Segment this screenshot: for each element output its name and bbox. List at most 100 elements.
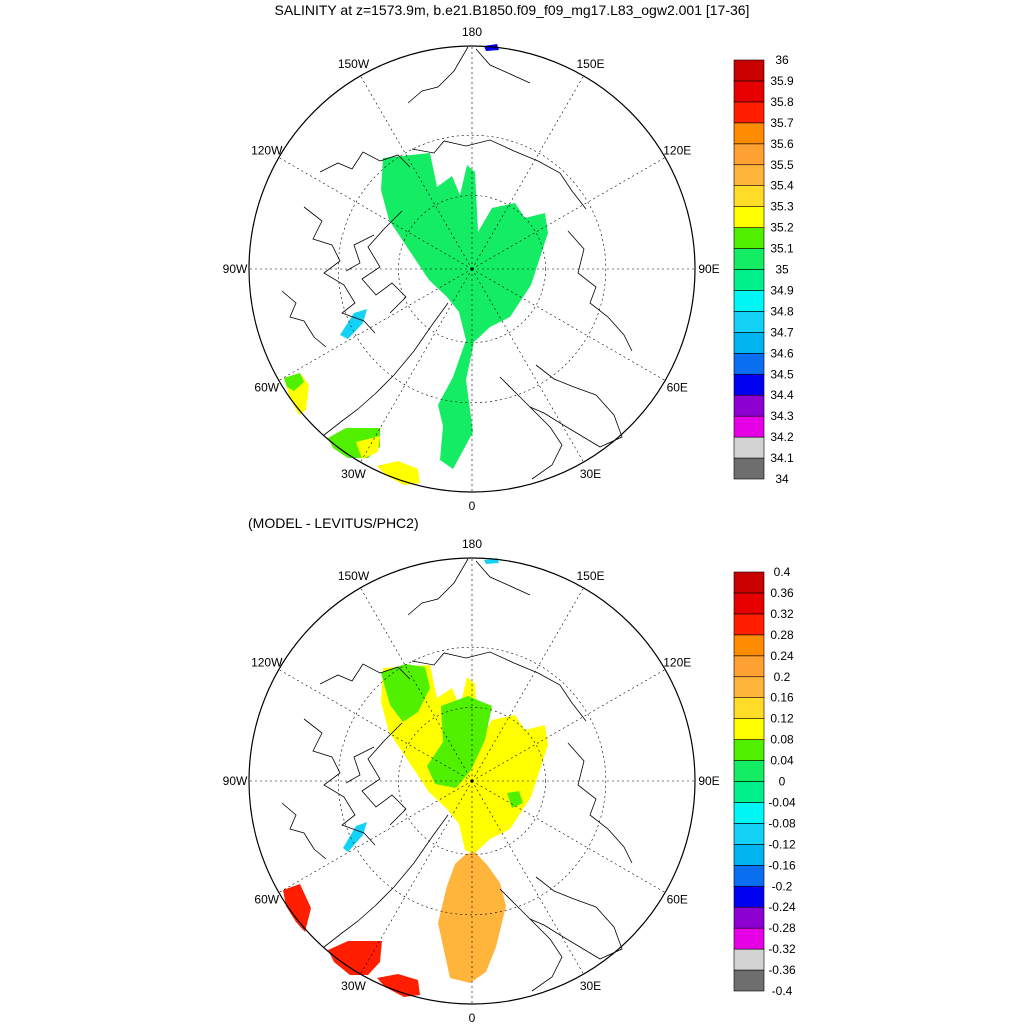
longitude-label: 90W [223, 262, 248, 276]
coastline [411, 139, 587, 210]
longitude-label: 120W [251, 656, 283, 670]
colorbar-swatch [733, 373, 765, 396]
colorbar-tick-label: -0.36 [768, 963, 796, 977]
meridian-line [278, 669, 473, 782]
longitude-label: 30E [580, 467, 601, 481]
colorbar-swatch [733, 676, 765, 699]
colorbar-tick-label: 34.3 [770, 409, 794, 423]
meridian-line [278, 780, 473, 893]
polar-map-panel-2: 180 150E 120E 90E 60E 30E 0 30W 60W 90W 120W 150W [223, 537, 720, 1024]
colorbar-swatch [733, 227, 765, 249]
colorbar-tick-label: 34.4 [770, 388, 794, 402]
coastline [345, 746, 375, 784]
colorbar-tick-label: -0.2 [772, 879, 793, 893]
longitude-label: 0 [469, 1011, 476, 1024]
meridian-line [471, 268, 666, 381]
coastline [361, 210, 407, 314]
colorbar-tick-label: -0.28 [768, 921, 796, 935]
longitude-label: 60E [667, 381, 688, 395]
colorbar-swatch [733, 59, 765, 82]
colorbar-tick-label: 35.2 [770, 221, 794, 235]
colorbar-tick-label: 35.3 [770, 200, 794, 214]
coastline [323, 302, 449, 436]
coastline [475, 560, 531, 596]
colorbar-tick-label: 35.7 [770, 116, 794, 130]
longitude-label: 30E [580, 979, 601, 993]
colorbar-swatch [733, 823, 765, 845]
map-boundary [248, 557, 696, 1005]
colorbar-tick-label: 0.4 [774, 565, 791, 579]
colorbar-swatch [733, 248, 765, 270]
colorbar-swatch [733, 613, 765, 636]
colorbar-swatch [733, 697, 765, 719]
longitude-label: 60E [667, 893, 688, 907]
colorbar-swatch [733, 436, 765, 459]
colorbar-tick-label: -0.16 [768, 858, 796, 872]
colorbar-tick-label: 35.5 [770, 158, 794, 172]
data-region [377, 974, 420, 997]
data-region [343, 822, 367, 852]
colorbar-tick-label: 34.5 [770, 367, 794, 381]
colorbar-tick-label: -0.32 [768, 942, 796, 956]
colorbar-tick-label: 34.9 [770, 283, 794, 297]
colorbar-swatch [733, 164, 765, 187]
latitude-line [398, 707, 546, 855]
coastline [529, 364, 623, 448]
data-region [484, 44, 499, 51]
colorbar-swatch [733, 571, 765, 594]
colorbar-swatch [733, 802, 765, 824]
colorbar-swatch [733, 352, 765, 375]
longitude-label: 90E [698, 262, 719, 276]
colorbar-tick-label: 0 [779, 775, 786, 789]
data-region [284, 373, 304, 391]
colorbar-tick-label: 35.1 [770, 242, 794, 256]
longitude-label: 180 [462, 25, 482, 39]
latitude-line [337, 646, 607, 916]
longitude-label: 0 [469, 499, 476, 513]
colorbar-swatch [733, 269, 765, 291]
colorbar-swatch [733, 739, 765, 761]
colorbar-tick-label: 34.8 [770, 304, 794, 318]
colorbar-swatch [733, 969, 765, 992]
colorbar-tick-label: -0.08 [768, 816, 796, 830]
colorbar-2: -0.4 -0.36 -0.32 -0.28 -0.24 -0.2 -0.16 -0.12 -0… [733, 565, 796, 998]
meridian-line [471, 780, 584, 975]
meridian-line [360, 780, 473, 975]
colorbar-swatch [733, 844, 765, 866]
colorbar-swatch [733, 415, 765, 438]
colorbar-tick-label: 34.1 [770, 451, 794, 465]
data-region [328, 941, 382, 975]
colorbar-tick-label: 34.7 [770, 325, 794, 339]
coastline [529, 876, 623, 960]
plot-title: SALINITY at z=1573.9m, b.e21.B1850.f09_f… [274, 2, 750, 18]
colorbar-swatch [733, 290, 765, 312]
meridian-line [471, 75, 584, 270]
colorbar-swatch [733, 592, 765, 615]
polar-map-panel-1: 180 150E 120E 90E 60E 30E 0 30W 60W 90W 120W 150W [223, 25, 720, 513]
colorbar-tick-label: -0.04 [768, 795, 796, 809]
latitude-line [398, 195, 546, 343]
coastline [303, 206, 376, 334]
colorbar-swatch [733, 122, 765, 145]
colorbar-tick-label: 0.24 [770, 649, 794, 663]
coastline [499, 888, 563, 992]
colorbar-tick-label: 0.08 [770, 733, 794, 747]
longitude-label: 120W [251, 144, 283, 158]
coastline [345, 234, 375, 272]
colorbar-swatch [733, 101, 765, 124]
colorbar-swatch [733, 457, 765, 480]
colorbar-tick-label: 0.36 [770, 586, 794, 600]
meridian-line [471, 780, 666, 893]
meridian-line [278, 268, 473, 381]
coastline [323, 814, 449, 948]
colorbar-tick-label: 0.28 [770, 628, 794, 642]
colorbar-tick-label: 34.2 [770, 430, 794, 444]
coastline [361, 722, 407, 826]
longitude-label: 60W [254, 381, 279, 395]
colorbar-tick-label: -0.4 [772, 984, 793, 998]
longitude-label: 30W [341, 979, 366, 993]
colorbar-swatch [733, 311, 765, 333]
meridian-line [471, 268, 584, 463]
data-region [381, 153, 548, 469]
